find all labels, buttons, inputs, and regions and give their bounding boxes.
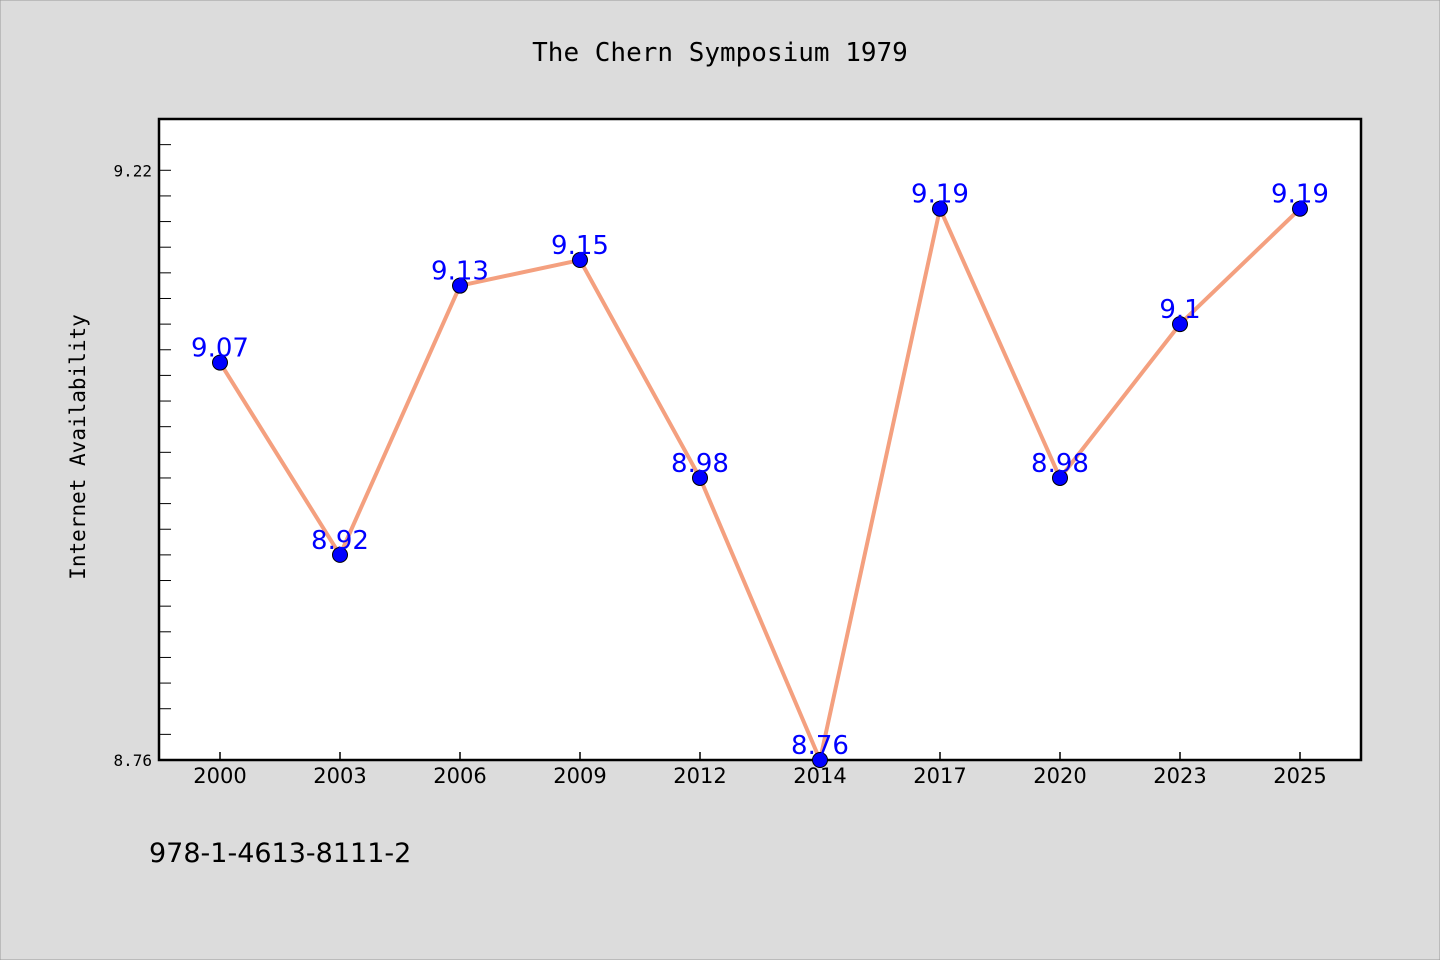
data-point [1292, 200, 1308, 217]
data-label: 8.76 [791, 731, 849, 761]
plot-area [157, 117, 1363, 762]
data-point [452, 277, 468, 294]
x-tick-label: 2012 [673, 764, 726, 788]
y-tick-label: 9.22 [113, 161, 152, 180]
y-minor-ticks [159, 118, 171, 761]
data-point [212, 354, 228, 371]
data-point [1172, 316, 1188, 333]
data-label: 9.15 [551, 231, 609, 261]
y-axis-label: Internet Availability [66, 314, 90, 580]
data-label: 9.1 [1159, 295, 1200, 325]
x-tick-label: 2009 [553, 764, 606, 788]
data-point [572, 252, 588, 269]
x-tick-label: 2023 [1153, 764, 1206, 788]
data-label: 9.07 [191, 334, 249, 364]
data-point [812, 752, 828, 768]
isbn-text: 978-1-4613-8111-2 [149, 838, 411, 869]
x-tick-label: 2017 [913, 764, 966, 788]
y-axis-ticks: 8.76 9.22 [113, 161, 152, 770]
x-axis-ticks: 2000 2003 2006 2009 2012 2014 2017 2020 2023 2025 [193, 752, 1327, 788]
chart-title: The Chern Symposium 1979 [532, 38, 908, 68]
x-tick-label: 2003 [313, 764, 366, 788]
series-line [218, 206, 1302, 762]
data-label: 8.92 [311, 526, 369, 556]
y-tick-label: 8.76 [113, 751, 152, 770]
data-point [692, 469, 708, 486]
data-point [1052, 469, 1068, 486]
data-label: 8.98 [671, 449, 729, 479]
data-label: 9.19 [1271, 180, 1329, 210]
data-label: 9.13 [431, 257, 489, 287]
data-label: 8.98 [1031, 449, 1089, 479]
x-tick-label: 2020 [1033, 764, 1086, 788]
series-line-group: 9.07 8.92 9.13 9.15 8.98 8.76 9.19 8.98 9.1 9.19 [191, 180, 1329, 768]
data-label: 9.19 [911, 180, 969, 210]
data-point [932, 200, 948, 217]
x-tick-label: 2000 [193, 764, 246, 788]
x-tick-label: 2025 [1273, 764, 1326, 788]
data-point [332, 546, 348, 563]
x-tick-label: 2006 [433, 764, 486, 788]
